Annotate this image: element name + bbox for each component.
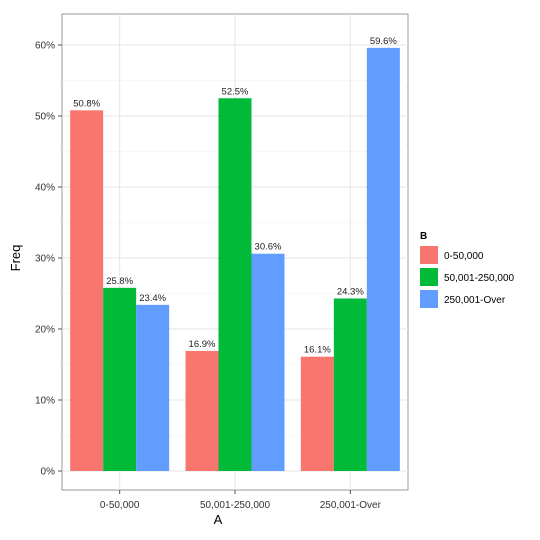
data-label: 59.6% <box>370 36 397 47</box>
data-label: 16.9% <box>189 339 216 350</box>
data-label: 16.1% <box>304 345 331 356</box>
legend: B 0-50,000 50,001-250,000 250,001-Over <box>420 231 515 308</box>
legend-label: 50,001-250,000 <box>444 273 515 284</box>
data-label: 50.8% <box>73 98 100 109</box>
data-label: 52.5% <box>222 86 249 97</box>
bar <box>251 253 285 471</box>
bar <box>70 110 104 471</box>
bar <box>218 98 252 471</box>
bar <box>366 47 400 472</box>
bar <box>185 351 219 471</box>
x-tick-label: 50,001-250,000 <box>200 500 271 511</box>
y-tick-label: 0% <box>41 467 56 478</box>
legend-key <box>420 268 438 286</box>
y-tick-label: 10% <box>35 396 55 407</box>
x-tick-label: 0-50,000 <box>100 500 140 511</box>
data-label: 25.8% <box>106 276 133 287</box>
y-tick-label: 40% <box>35 183 55 194</box>
y-tick-label: 50% <box>35 112 55 123</box>
legend-label: 0-50,000 <box>444 251 484 262</box>
data-label: 24.3% <box>337 286 364 297</box>
x-tick-label: 250,001-Over <box>320 500 382 511</box>
legend-title: B <box>420 231 427 242</box>
bar <box>103 287 137 471</box>
legend-label: 250,001-Over <box>444 295 506 306</box>
bar <box>333 298 367 471</box>
bar <box>136 304 170 471</box>
legend-key <box>420 290 438 308</box>
data-label: 23.4% <box>139 293 166 304</box>
y-tick-label: 60% <box>35 41 55 52</box>
data-label: 30.6% <box>255 242 282 253</box>
y-tick-label: 20% <box>35 325 55 336</box>
bar <box>300 356 334 471</box>
bars <box>70 47 400 472</box>
y-axis: 0% 10% 20% 30% 40% 50% 60% <box>35 41 62 478</box>
y-tick-label: 30% <box>35 254 55 265</box>
x-axis: 0-50,000 50,001-250,000 250,001-Over <box>100 490 382 511</box>
legend-key <box>420 246 438 264</box>
y-axis-title: Freq <box>8 245 23 272</box>
x-axis-title: A <box>214 512 223 527</box>
data-labels: 50.8% 25.8% 23.4% 16.9% 52.5% 30.6% 16.1% 24.3%… <box>73 36 397 356</box>
